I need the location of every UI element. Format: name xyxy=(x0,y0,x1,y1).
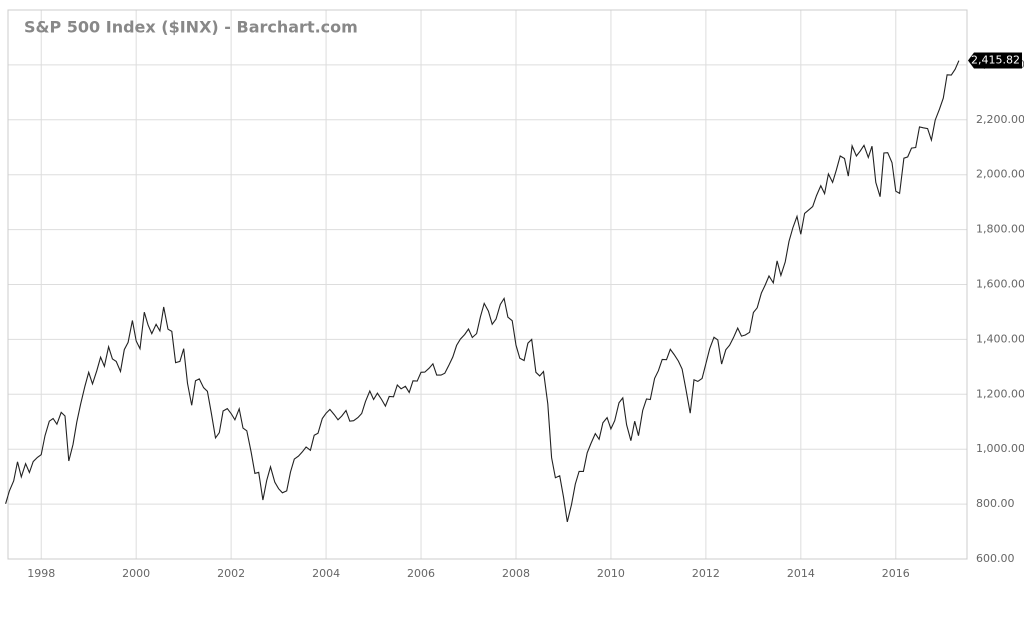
x-tick-label: 2004 xyxy=(312,567,340,580)
x-tick-label: 2016 xyxy=(882,567,910,580)
y-tick-label: 1,800.00 xyxy=(976,223,1024,236)
y-tick-label: 2,000.00 xyxy=(976,168,1024,181)
grid xyxy=(8,10,967,560)
plot-frame xyxy=(7,9,968,560)
x-tick-label: 2002 xyxy=(217,567,245,580)
y-tick-label: 1,400.00 xyxy=(976,332,1024,345)
x-tick-label: 2010 xyxy=(597,567,625,580)
price-line xyxy=(5,60,960,523)
price-badge xyxy=(968,52,1022,69)
y-tick-label: 1,600.00 xyxy=(976,278,1024,291)
x-tick-label: 2006 xyxy=(407,567,435,580)
y-tick-label: 1,000.00 xyxy=(976,442,1024,455)
chart-title: S&P 500 Index ($INX) - Barchart.com xyxy=(24,18,358,37)
x-tick-label: 2012 xyxy=(692,567,720,580)
x-tick-label: 2008 xyxy=(502,567,530,580)
x-tick-label: 1998 xyxy=(27,567,55,580)
price-badge-label: 2,415.82 xyxy=(971,54,1020,67)
x-tick-label: 2000 xyxy=(122,567,150,580)
y-tick-label: 800.00 xyxy=(976,497,1015,510)
y-tick-label: 1,200.00 xyxy=(976,387,1024,400)
y-tick-label: 600.00 xyxy=(976,552,1015,565)
y-tick-label: 2,200.00 xyxy=(976,113,1024,126)
x-tick-label: 2014 xyxy=(787,567,815,580)
